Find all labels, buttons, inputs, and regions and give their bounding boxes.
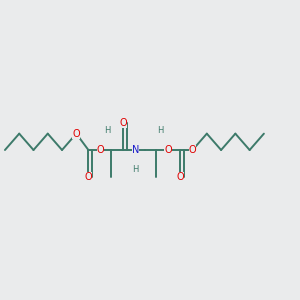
Text: H: H [132, 165, 139, 174]
Text: H: H [104, 126, 111, 135]
Text: O: O [85, 172, 92, 182]
Text: O: O [73, 129, 80, 139]
Text: N: N [132, 145, 139, 155]
Text: O: O [164, 145, 172, 155]
Text: H: H [157, 126, 163, 135]
Text: O: O [97, 145, 104, 155]
Text: O: O [120, 118, 127, 128]
Text: O: O [177, 172, 184, 182]
Text: O: O [189, 145, 196, 155]
